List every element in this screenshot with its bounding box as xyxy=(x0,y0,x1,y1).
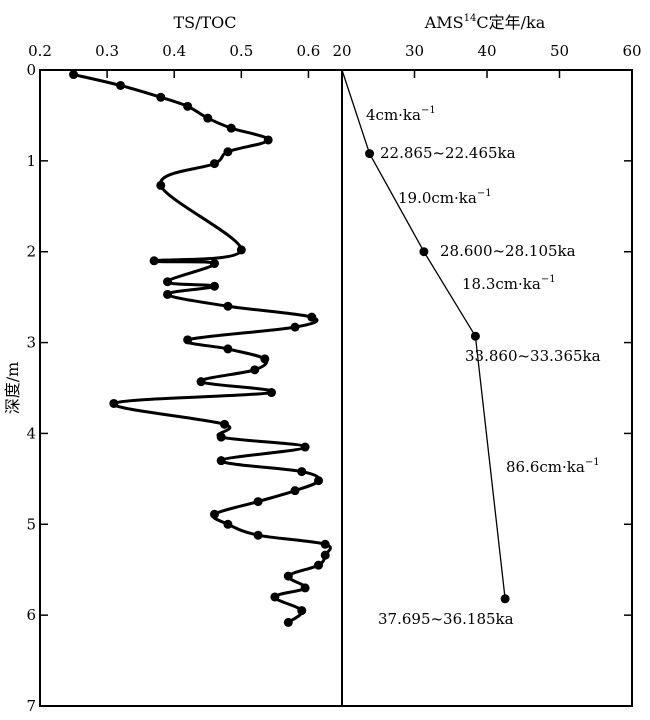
ts-toc-point xyxy=(300,442,310,452)
right-x-ticks: 20 30 40 50 60 xyxy=(332,42,642,78)
right-panel-title: AMS14C定年/ka xyxy=(424,13,546,32)
y-tick-label: 4 xyxy=(26,424,36,442)
ts-toc-point xyxy=(270,592,280,602)
left-x-tick-label: 0.6 xyxy=(297,42,321,60)
ts-toc-point xyxy=(109,398,119,408)
ts-toc-point xyxy=(149,256,159,266)
ts-toc-point xyxy=(283,617,293,627)
right-title-main: AMS xyxy=(424,13,464,32)
ts-toc-point xyxy=(297,606,307,616)
ts-toc-point xyxy=(314,560,324,570)
ts-toc-point xyxy=(253,530,263,540)
age-annotations: 4cm·ka−1 22.865~22.465ka 19.0cm·ka−1 28.600… xyxy=(366,105,601,628)
y-tick-label: 5 xyxy=(26,515,36,533)
ts-toc-point xyxy=(209,259,219,269)
ts-toc-point xyxy=(223,344,233,354)
ts-toc-point xyxy=(69,70,79,80)
right-title-tail: C定年/ka xyxy=(476,13,545,32)
age-annotation: 33.860~33.365ka xyxy=(465,347,601,365)
ts-toc-point xyxy=(209,509,219,519)
ts-toc-series xyxy=(69,70,332,627)
right-x-tick-label: 30 xyxy=(405,42,424,60)
ts-toc-point xyxy=(307,312,317,322)
ts-toc-point xyxy=(163,277,173,287)
age-annotation: 28.600~28.105ka xyxy=(440,242,576,260)
y-tick-label: 6 xyxy=(26,606,36,624)
ts-toc-point xyxy=(156,180,166,190)
ts-toc-point xyxy=(216,432,226,442)
age-annotation: 4cm·ka−1 xyxy=(366,105,436,124)
age-annotation: 19.0cm·ka−1 xyxy=(398,188,492,207)
ts-toc-point xyxy=(320,550,330,560)
ts-toc-point xyxy=(223,519,233,529)
y-axis-label: 深度/m xyxy=(3,362,22,415)
ts-toc-point xyxy=(156,92,166,102)
ts-toc-point xyxy=(216,456,226,466)
age-annotation: 86.6cm·ka−1 xyxy=(506,457,600,476)
ts-toc-point xyxy=(116,80,126,90)
ts-toc-point xyxy=(320,539,330,549)
right-x-tick-label: 40 xyxy=(477,42,496,60)
ts-toc-line xyxy=(73,73,332,624)
ts-toc-point xyxy=(314,476,324,486)
left-x-tick-label: 0.2 xyxy=(28,42,52,60)
ts-toc-point xyxy=(267,388,277,398)
ts-toc-point xyxy=(183,335,193,345)
age-annotation: 37.695~36.185ka xyxy=(378,610,514,628)
ts-toc-point xyxy=(203,113,213,123)
age-annotation: 18.3cm·ka−1 xyxy=(462,274,556,293)
y-ticks: 0 1 2 3 4 5 6 7 xyxy=(26,61,632,715)
age-annotation: 22.865~22.465ka xyxy=(380,144,516,162)
y-tick-label: 7 xyxy=(26,697,36,715)
age-series xyxy=(341,69,510,604)
left-panel-frame xyxy=(39,69,343,707)
ts-toc-point xyxy=(223,147,233,157)
ts-toc-point xyxy=(253,497,263,507)
ts-toc-point xyxy=(300,583,310,593)
y-tick-label: 2 xyxy=(26,243,36,261)
right-x-tick-label: 50 xyxy=(550,42,569,60)
right-x-tick-label: 60 xyxy=(622,42,641,60)
left-x-tick-label: 0.3 xyxy=(95,42,119,60)
ts-toc-point xyxy=(297,467,307,477)
right-title-sup: 14 xyxy=(464,13,477,24)
ts-toc-point xyxy=(226,123,236,133)
age-point xyxy=(500,594,510,604)
age-point xyxy=(470,331,480,341)
ts-toc-point xyxy=(209,159,219,169)
ts-toc-point xyxy=(283,571,293,581)
ts-toc-point xyxy=(263,135,273,145)
ts-toc-point xyxy=(183,101,193,111)
ts-toc-point xyxy=(290,322,300,332)
ts-toc-point xyxy=(236,245,246,255)
left-panel-title: TS/TOC xyxy=(173,13,236,32)
left-x-tick-label: 0.4 xyxy=(162,42,186,60)
ts-toc-point xyxy=(290,486,300,496)
right-x-tick-label: 20 xyxy=(332,42,351,60)
y-tick-label: 3 xyxy=(26,334,36,352)
age-point xyxy=(419,247,429,257)
age-point xyxy=(365,149,375,159)
ts-toc-point xyxy=(163,289,173,299)
ts-toc-point xyxy=(223,301,233,311)
ts-toc-point xyxy=(260,354,270,364)
ts-toc-point xyxy=(196,377,206,387)
ts-toc-point xyxy=(209,281,219,291)
left-x-tick-label: 0.5 xyxy=(229,42,253,60)
ts-toc-point xyxy=(220,419,230,429)
ts-toc-point xyxy=(250,365,260,375)
y-tick-label: 1 xyxy=(26,152,36,170)
left-x-ticks: 0.2 0.3 0.4 0.5 0.6 xyxy=(28,42,320,78)
y-tick-label: 0 xyxy=(26,61,36,79)
